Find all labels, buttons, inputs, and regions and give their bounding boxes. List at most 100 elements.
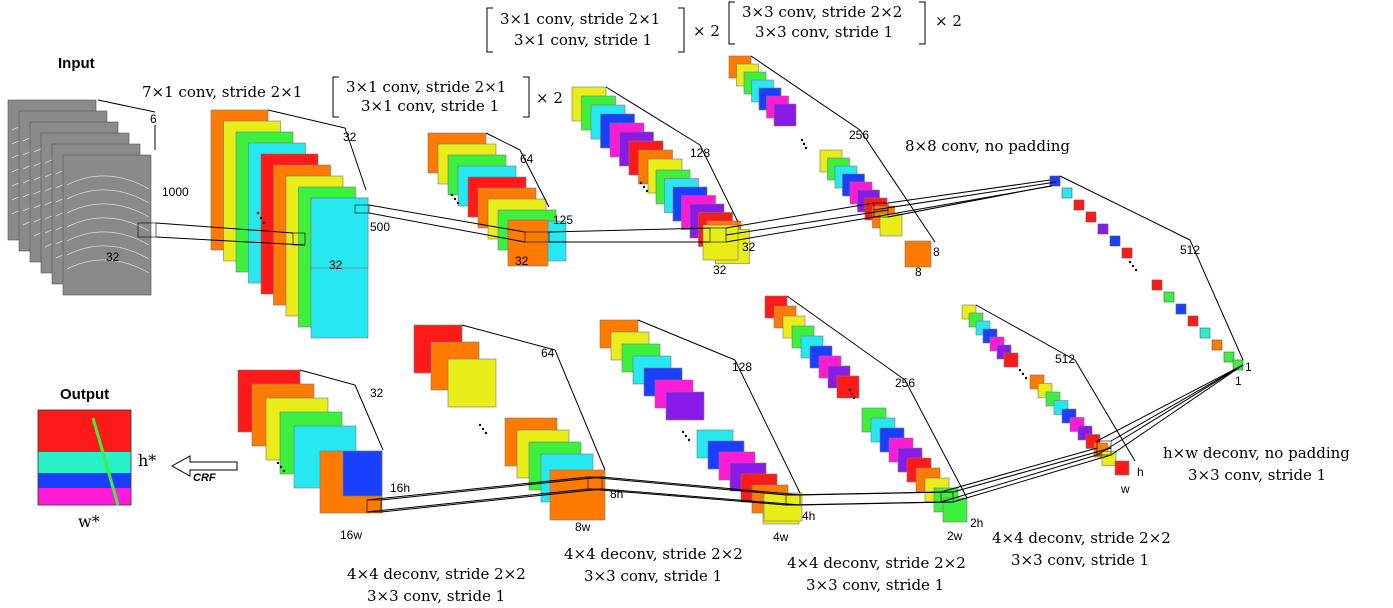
dec-deconv3-line2: 3×3 conv, stride 1 (806, 576, 945, 594)
dec-d3-ch: 128 (732, 360, 753, 374)
dec3-feature-map (665, 391, 705, 421)
field-line (873, 181, 1057, 211)
enc-c2-ch: 64 (520, 152, 534, 166)
latent-unit (1109, 235, 1121, 247)
latent-unit (1223, 351, 1235, 363)
enc-c4-w: 8 (915, 265, 922, 279)
latent-unit (1211, 339, 1223, 351)
dec1-ellipsis (1018, 368, 1022, 372)
enc-c5-ch: 512 (1180, 243, 1201, 257)
dec2-depth-line (786, 295, 906, 381)
input-title: Input (58, 55, 95, 72)
dec-deconv1-line1: h×w deconv, no padding (1163, 444, 1350, 462)
input-wavelet (66, 231, 150, 246)
enc-block3-line1: 3×1 conv, stride 2×1 (500, 10, 661, 28)
dec-deconv2-line1: 4×4 deconv, stride 2×2 (992, 529, 1171, 547)
dec1-feature-map (1003, 352, 1019, 368)
field-line (601, 488, 801, 506)
conv1-depth-line (344, 127, 367, 191)
enc-c3-h: 32 (742, 240, 756, 254)
field-line (368, 204, 526, 233)
latent-unit (1163, 291, 1175, 303)
dec1-depth-line (1074, 359, 1136, 462)
block3-bracket-right (678, 7, 685, 53)
field-line (366, 488, 589, 513)
input-depth-line (97, 99, 156, 113)
conv3-ellipsis (645, 189, 649, 193)
latent-unit (1121, 247, 1133, 259)
enc-block3-repeat: × 2 (693, 22, 720, 40)
output-title: Output (60, 386, 110, 403)
conv2-ellipsis (450, 193, 454, 197)
dec1-ellipsis (1024, 376, 1028, 380)
block4-bracket-right (919, 1, 926, 45)
conv1-ellipsis (259, 216, 263, 220)
dec-d5-ch: 32 (370, 386, 384, 400)
conv2-ellipsis (456, 201, 460, 205)
conv4-depth-line (859, 129, 936, 243)
latent-unit (1073, 199, 1085, 211)
latent-unit (1097, 223, 1109, 235)
conv4-ellipsis (804, 146, 808, 150)
dec-deconv3-line1: 4×4 deconv, stride 2×2 (787, 554, 966, 572)
enc-block4-line2: 3×3 conv, stride 1 (755, 23, 894, 41)
field-line (887, 179, 1051, 204)
output-band (38, 488, 131, 505)
dec3-ellipsis (681, 430, 685, 434)
enc-in-ch: 6 (150, 112, 157, 126)
dec5-ellipsis (276, 461, 280, 465)
field-line (952, 447, 1112, 493)
dec4-ellipsis (478, 423, 482, 427)
field-line (587, 488, 787, 506)
dec2-feature-map (836, 375, 860, 399)
conv1-ellipsis (262, 221, 266, 225)
conv1-out-field (354, 204, 370, 214)
output-band (38, 410, 131, 452)
block2-bracket-left (332, 76, 339, 118)
crf-arrow (170, 455, 238, 477)
enc-conv1-caption: 7×1 conv, stride 2×1 (142, 83, 303, 101)
enc-c1-w: 32 (329, 258, 343, 272)
dec-d4-w: 8w (575, 520, 591, 534)
latent-depth-line (1189, 239, 1244, 361)
field-line (601, 476, 801, 496)
input-wavelet (66, 203, 150, 218)
dec3-ellipsis (684, 434, 688, 438)
dec5-receptive-field (366, 499, 382, 513)
dec-d5-w: 16w (340, 528, 363, 542)
field-line (380, 476, 603, 501)
enc-c3-ch: 128 (690, 146, 711, 160)
latent-ellipsis (1128, 260, 1132, 264)
dec-d3-h: 4h (802, 509, 816, 523)
enc-block2-line2: 3×1 conv, stride 1 (361, 97, 500, 115)
output-frame (37, 409, 132, 506)
field-line (725, 209, 889, 236)
field-line (940, 447, 1098, 493)
field-line (799, 501, 954, 506)
latent-ellipsis (1134, 268, 1138, 272)
output-fault-line (91, 417, 120, 506)
conv4-depth-line (750, 55, 861, 131)
dec3-ellipsis (687, 438, 691, 442)
field-line (368, 212, 526, 243)
input-wavelet (66, 245, 150, 260)
conv4-feature-map (879, 213, 903, 237)
dec-d4-ch: 64 (541, 346, 555, 360)
crf-label: CRF (193, 472, 216, 484)
field-line (952, 454, 1112, 503)
conv3-depth-line (699, 144, 739, 223)
output-band (38, 473, 131, 488)
h-star-label: h* (138, 451, 157, 470)
dec4-feature-map (447, 358, 497, 408)
field-line (155, 236, 306, 246)
conv4-ellipsis (800, 138, 804, 142)
dec1-ellipsis (1021, 372, 1025, 376)
input-wavelet (66, 217, 150, 232)
dec-deconv5-line1: 4×4 deconv, stride 2×2 (347, 565, 526, 583)
enc-conv8-caption: 8×8 conv, no padding (905, 137, 1071, 155)
latent-unit (1199, 327, 1211, 339)
field-line (1110, 364, 1244, 442)
conv3-ellipsis (639, 181, 643, 185)
latent-ellipsis (1131, 264, 1135, 268)
